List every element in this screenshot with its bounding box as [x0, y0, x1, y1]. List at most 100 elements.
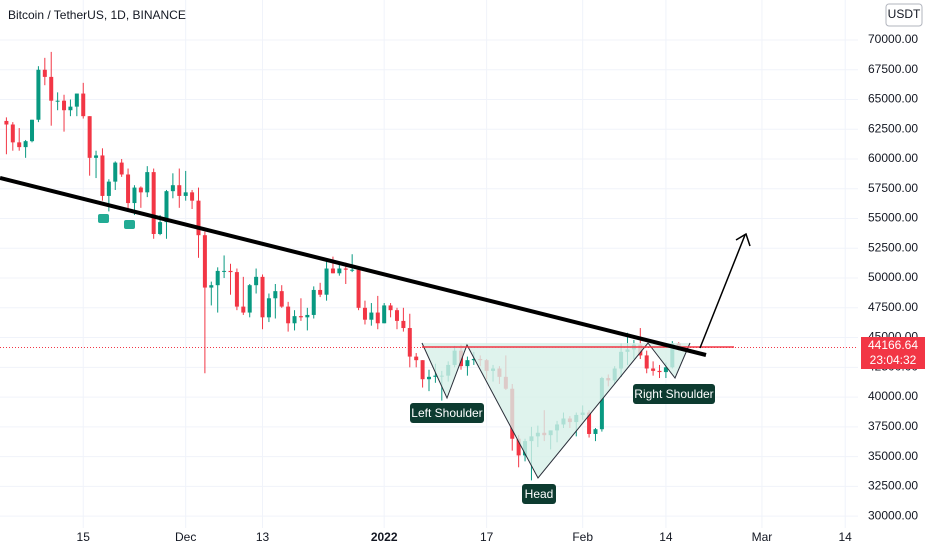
y-tick-label: 52500.00: [868, 240, 918, 254]
candle-body: [241, 306, 246, 313]
candle-body: [164, 191, 169, 223]
candle-body: [465, 360, 470, 367]
candle-body: [87, 116, 92, 158]
candle-body: [151, 172, 156, 235]
candle-body: [305, 314, 310, 318]
candle-body: [330, 268, 335, 274]
candle-body: [74, 93, 79, 107]
candle-body: [209, 285, 214, 288]
candle-body: [132, 187, 137, 204]
candle-body: [222, 270, 227, 272]
candle-body: [10, 124, 15, 143]
last-price: 44166.64: [868, 338, 918, 352]
candle-body: [350, 269, 355, 271]
candle-body: [324, 268, 329, 295]
candle-body: [407, 328, 412, 357]
candle-body: [183, 192, 188, 196]
y-tick-label: 62500.00: [868, 121, 918, 135]
candle-body: [369, 312, 374, 320]
y-tick-label: 40000.00: [868, 389, 918, 403]
candle-body: [228, 270, 233, 273]
annotation: Right Shoulder: [634, 387, 713, 401]
x-tick-label: 15: [77, 530, 91, 544]
thumb-icon: [124, 220, 135, 229]
x-tick-label: Feb: [572, 530, 593, 544]
currency-box: [885, 3, 923, 27]
candle-body: [68, 106, 73, 111]
candle-body: [318, 289, 323, 295]
candle-body: [170, 185, 175, 192]
x-tick-label: Mar: [752, 530, 773, 544]
pattern-drawing: Left Shoulder Head Right Shoulder: [0, 176, 751, 504]
y-tick-label: 67500.00: [868, 62, 918, 76]
y-tick-label: 30000.00: [868, 508, 918, 522]
pattern-outline: [421, 342, 691, 479]
candle-body: [420, 360, 425, 380]
candle-body: [62, 100, 67, 111]
candle-body: [298, 316, 303, 318]
candle-body: [311, 289, 316, 315]
candle-body: [382, 305, 387, 324]
candle-body: [356, 269, 361, 308]
axes: 30000.00 32500.00 35000.00 37500.00 40000.00…: [0, 0, 918, 544]
candle-body: [401, 320, 406, 329]
x-tick-label: 2022: [371, 530, 398, 544]
candle-body: [286, 306, 291, 324]
candle-body: [292, 316, 297, 324]
annotation: Head: [525, 487, 554, 501]
label-box: [633, 384, 715, 404]
candle-body: [126, 174, 131, 204]
candle-body: [234, 272, 239, 307]
candle-body: [433, 375, 438, 377]
candle-body: [100, 155, 105, 196]
candle-body: [266, 298, 271, 318]
candle-body: [177, 185, 182, 196]
y-tick-label: 70000.00: [868, 32, 918, 46]
candle-body: [119, 162, 124, 175]
candle-body: [343, 268, 348, 270]
candle-body: [23, 141, 28, 148]
candle-body: [427, 376, 431, 380]
candle-body: [260, 276, 265, 318]
y-tick-label: 37500.00: [868, 419, 918, 433]
candle-body: [254, 276, 259, 286]
countdown: 23:04:32: [870, 353, 917, 367]
arrow: [699, 234, 746, 349]
candle-body: [190, 192, 195, 201]
candle-body: [516, 438, 521, 456]
candle-body: [202, 235, 207, 288]
annotation: Left Shoulder: [411, 406, 482, 420]
candle-body: [158, 222, 163, 235]
candle-body: [375, 312, 380, 324]
candle-body: [113, 162, 118, 182]
candle-body: [49, 76, 54, 101]
x-tick-label: 14: [659, 530, 673, 544]
y-tick-label: 35000.00: [868, 449, 918, 463]
candle-body: [471, 358, 476, 361]
candle-body: [106, 181, 111, 196]
candle-body: [42, 69, 47, 77]
candle-body: [663, 367, 668, 373]
label-box: [522, 484, 556, 504]
candle-body: [4, 120, 9, 125]
candle-body: [394, 310, 399, 321]
chart-title: Bitcoin / TetherUS, 1D, BINANCE: [8, 8, 186, 22]
y-tick-label: 32500.00: [868, 479, 918, 493]
candle-body: [279, 291, 284, 307]
y-tick-label: 55000.00: [868, 211, 918, 225]
candle-body: [247, 285, 252, 313]
y-tick-label: 47500.00: [868, 300, 918, 314]
candle-body: [196, 200, 201, 236]
candle-body: [362, 307, 367, 320]
candle-body: [651, 368, 656, 371]
candle-body: [145, 172, 150, 193]
candle-body: [94, 155, 99, 158]
candle-body: [273, 291, 278, 299]
price-tag-bg: [861, 337, 925, 369]
trendline: [0, 176, 707, 357]
thumb-icon: [98, 214, 109, 223]
candle-body: [593, 429, 598, 434]
candle-body: [587, 412, 592, 434]
candle-body: [414, 356, 419, 361]
